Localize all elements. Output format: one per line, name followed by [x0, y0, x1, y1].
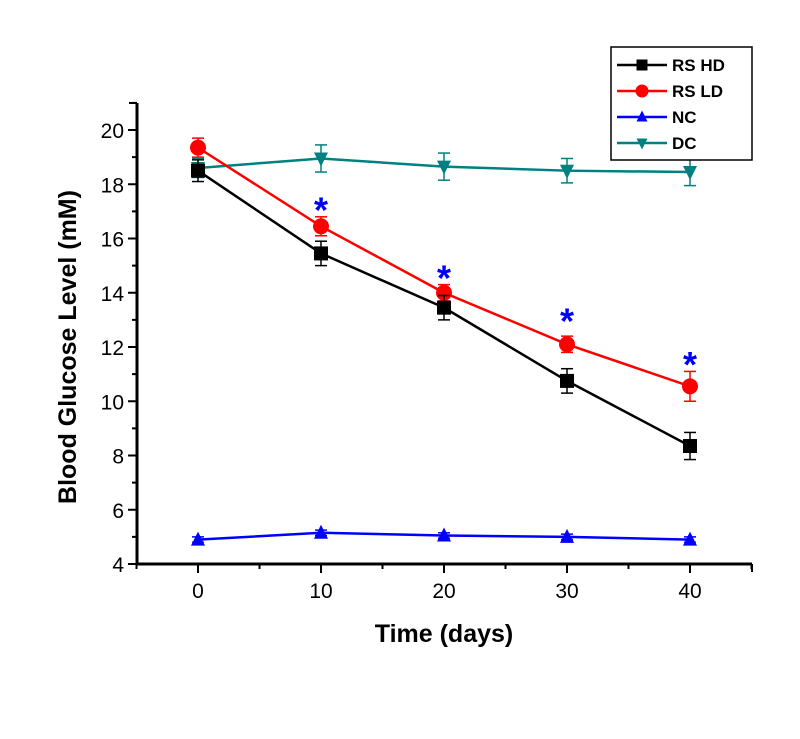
y-axis-ticks: 4 6 8 10 12 14 16 18 20 [101, 101, 137, 577]
data-point-dc [437, 160, 451, 175]
legend-marker-dc [636, 138, 648, 150]
x-tick-label: 10 [309, 580, 332, 603]
series-rs-ld [190, 137, 698, 402]
series-rs-hd [191, 159, 697, 461]
x-tick-label: 30 [555, 580, 578, 603]
legend-marker-rs-ld [635, 84, 649, 98]
data-point-rs-ld [682, 378, 698, 395]
y-tick-label: 14 [101, 283, 125, 306]
data-point-rs-ld [436, 284, 452, 301]
data-point-dc [314, 152, 328, 167]
legend-label-rs-hd: RS HD [672, 56, 725, 75]
series-nc [191, 524, 697, 546]
x-tick-label: 20 [432, 580, 455, 603]
data-point-rs-hd [560, 373, 574, 388]
legend-label-rs-ld: RS LD [672, 82, 723, 101]
data-point-dc [683, 166, 697, 181]
data-point-nc [560, 528, 574, 543]
significance-star: * [437, 257, 451, 298]
y-tick-label: 6 [112, 500, 124, 523]
data-point-rs-ld [559, 336, 575, 353]
data-point-dc [560, 164, 574, 179]
y-tick-label: 20 [101, 120, 124, 143]
data-point-rs-hd [314, 246, 328, 261]
legend-marker-nc [636, 110, 648, 122]
data-point-nc [191, 531, 205, 546]
data-point-rs-ld [313, 218, 329, 235]
x-tick-label: 40 [678, 580, 701, 603]
data-point-rs-hd [683, 439, 697, 454]
x-axis-ticks: 0 10 20 30 40 [135, 564, 753, 603]
legend-marker-rs-hd [636, 59, 648, 71]
annotations: * * * * [314, 190, 697, 386]
y-tick-label: 16 [101, 229, 124, 252]
axes [129, 102, 753, 572]
series-group [190, 137, 698, 546]
y-axis-title: Blood Glucose Level (mM) [54, 190, 82, 504]
significance-star: * [314, 190, 328, 231]
data-point-rs-hd [191, 163, 205, 178]
data-point-nc [683, 531, 697, 546]
data-point-nc [314, 524, 328, 539]
legend-label-dc: DC [672, 134, 697, 153]
significance-star: * [560, 301, 574, 342]
data-point-nc [437, 527, 451, 542]
significance-star: * [683, 344, 697, 385]
y-tick-label: 8 [112, 446, 124, 469]
x-axis-title: Time (days) [375, 620, 513, 648]
y-tick-label: 10 [101, 391, 124, 414]
legend: RS HD RS LD NC DC [610, 46, 753, 161]
data-point-rs-hd [437, 300, 451, 315]
data-point-rs-ld [190, 139, 206, 156]
y-tick-label: 4 [112, 554, 124, 577]
y-tick-label: 18 [101, 174, 124, 197]
y-tick-label: 12 [101, 337, 124, 360]
legend-label-nc: NC [672, 108, 697, 127]
x-tick-label: 0 [192, 580, 204, 603]
